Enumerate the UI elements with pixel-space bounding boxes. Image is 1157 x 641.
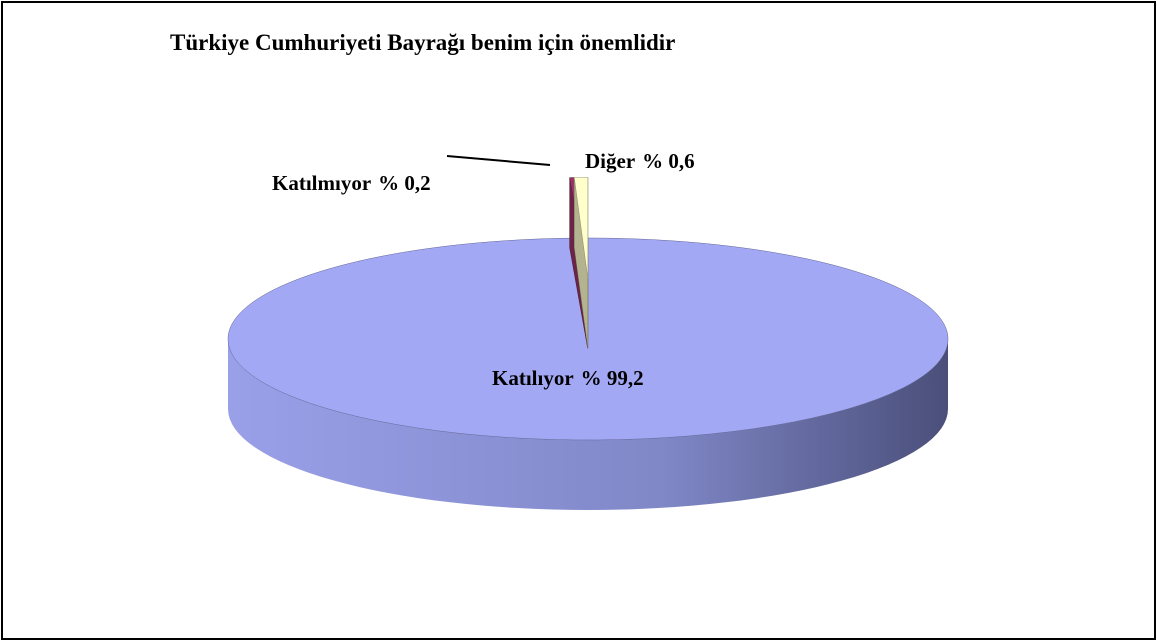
category-label: Katılıyor: [492, 366, 574, 390]
pie: [227, 177, 949, 510]
labels: Katılıyor % 99,2 Katılmıyor % 0,2 Diğer % 0,6: [272, 149, 695, 390]
value-label: % 99,2: [581, 366, 644, 390]
slice: [574, 177, 589, 349]
chart-title: Türkiye Cumhuriyeti Bayrağı benim için ö…: [170, 30, 675, 55]
category-label: Diğer: [585, 149, 635, 173]
data-label: Katılıyor % 99,2: [492, 366, 644, 390]
leader-line: [446, 155, 551, 166]
value-label: % 0,6: [642, 149, 695, 173]
slice-top: [574, 177, 589, 279]
slice-side: [228, 339, 948, 510]
value-label: % 0,2: [378, 171, 431, 195]
data-label: Katılmıyor % 0,2: [272, 171, 431, 195]
data-label: Diğer % 0,6: [585, 149, 695, 173]
category-label: Katılmıyor: [272, 171, 371, 195]
